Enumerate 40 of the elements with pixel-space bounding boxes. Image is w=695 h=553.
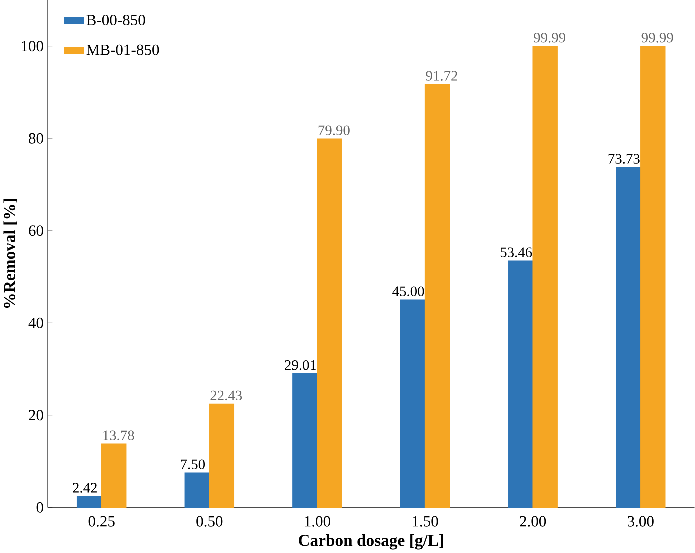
data-label: 45.00: [392, 286, 424, 296]
data-label: 99.99: [642, 32, 674, 43]
data-label: 22.43: [210, 390, 242, 400]
bar: [532, 46, 558, 508]
bar: [424, 84, 450, 508]
bar: [292, 373, 318, 508]
legend-label: MB-01-850: [86, 44, 160, 56]
x-tick-label: 0.25: [88, 516, 115, 527]
bar: [209, 404, 235, 508]
y-tick-label: 20: [29, 410, 44, 420]
bar: [317, 138, 342, 508]
y-tick-label: 100: [22, 40, 44, 52]
y-tick-label: 0: [36, 502, 44, 513]
bar: [508, 260, 534, 508]
x-tick-label: 1.00: [305, 516, 330, 527]
data-label: 29.01: [285, 360, 316, 370]
x-axis-title: Carbon dosage [g/L]: [299, 534, 444, 550]
data-label: 2.42: [73, 482, 97, 493]
data-label: 73.73: [608, 154, 640, 164]
bar: [400, 300, 426, 508]
bar: [76, 496, 102, 508]
bar: [640, 46, 666, 508]
bar: [616, 166, 642, 508]
bar: [184, 472, 210, 508]
y-tick-label: 60: [29, 225, 44, 236]
data-label: 53.46: [500, 247, 532, 258]
x-tick-label: 0.50: [196, 516, 223, 527]
x-tick-label: 3.00: [628, 516, 654, 527]
data-label: 99.99: [534, 32, 566, 43]
data-label: 91.72: [426, 70, 458, 81]
x-tick-label: 2.00: [520, 516, 546, 527]
y-axis-title: %Removal [%]: [4, 199, 18, 308]
data-label: 79.90: [318, 125, 350, 136]
y-tick-label: 40: [28, 318, 44, 328]
x-tick-label: 1.50: [413, 516, 438, 527]
legend-label: B-00-850: [86, 14, 146, 26]
bar: [102, 444, 127, 508]
data-label: 7.50: [181, 459, 206, 470]
data-label: 13.78: [104, 430, 134, 440]
y-tick-label: 80: [29, 133, 44, 144]
